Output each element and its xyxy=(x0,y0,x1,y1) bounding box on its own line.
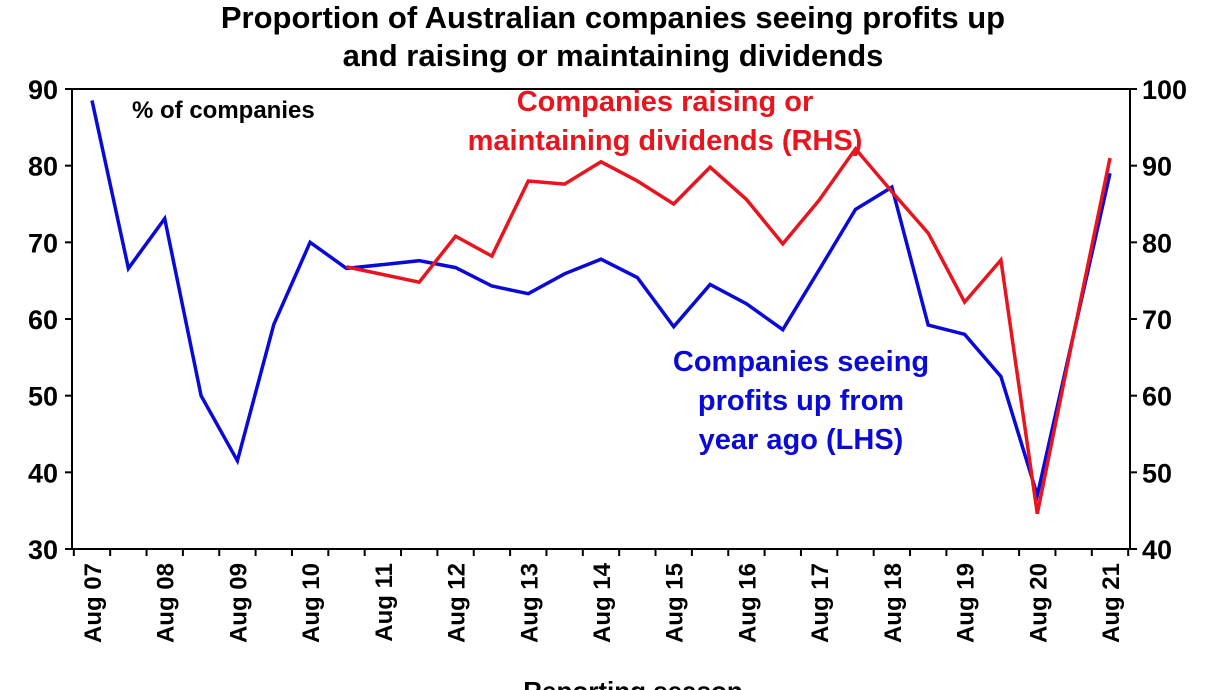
profits-up-series-line xyxy=(92,101,1110,496)
right-tick-label: 50 xyxy=(1142,458,1172,488)
right-tick-label: 90 xyxy=(1142,152,1172,182)
x-tick-label: Aug 20 xyxy=(1025,563,1052,643)
x-axis-label: Reporting season xyxy=(523,676,743,690)
right-tick-label: 40 xyxy=(1142,535,1172,565)
line-chart: 90807060504030 100908070605040 Aug 07 Aug… xyxy=(0,0,1226,690)
left-tick-label: 80 xyxy=(28,152,58,182)
left-tick-label: 50 xyxy=(28,382,58,412)
x-tick-label: Aug 08 xyxy=(153,563,180,643)
profits-series-label-line-2: profits up from xyxy=(698,385,904,417)
right-tick-label: 60 xyxy=(1142,382,1172,412)
dividends-series-label-line-2: maintaining dividends (RHS) xyxy=(468,125,863,157)
x-tick-label: Aug 11 xyxy=(371,563,398,642)
profits-series-label-line-1: Companies seeing xyxy=(673,346,929,378)
right-tick-label: 80 xyxy=(1142,228,1172,258)
plot-area-frame xyxy=(72,89,1130,549)
x-tick-label: Aug 18 xyxy=(880,563,907,643)
left-tick-label: 60 xyxy=(28,305,58,335)
x-tick-label: Aug 10 xyxy=(298,563,325,643)
x-tick-label: Aug 16 xyxy=(734,563,761,643)
dividends-series-label-line-1: Companies raising or xyxy=(517,86,814,118)
x-tick-label: Aug 13 xyxy=(516,563,543,643)
x-tick-label: Aug 19 xyxy=(953,563,980,643)
x-tick-label: Aug 17 xyxy=(807,563,834,643)
series-lines xyxy=(92,101,1110,514)
right-axis-ticks: 100 90 80 70 60 50 40 xyxy=(1130,75,1187,565)
left-tick-label: 30 xyxy=(28,535,58,565)
x-tick-label: Aug 21 xyxy=(1098,563,1125,643)
x-tick-label: Aug 07 xyxy=(80,563,107,643)
dividends-series-line xyxy=(347,149,1111,514)
left-axis-note: % of companies xyxy=(132,97,315,124)
x-tick-label: Aug 09 xyxy=(225,563,252,643)
left-tick-label: 40 xyxy=(28,458,58,488)
left-tick-label: 70 xyxy=(28,228,58,258)
x-tick-label: Aug 14 xyxy=(589,562,616,643)
right-tick-label: 100 xyxy=(1142,75,1187,105)
x-tick-label: Aug 15 xyxy=(662,563,689,643)
left-axis-ticks: 90 80 70 60 50 40 30 xyxy=(28,75,72,565)
left-tick-label: 90 xyxy=(28,75,58,105)
right-tick-label: 70 xyxy=(1142,305,1172,335)
x-tick-label: Aug 12 xyxy=(444,563,471,643)
x-axis-ticks: Aug 07 Aug 08 Aug 09 Aug 10 Aug 11 Aug 12 Aug … xyxy=(74,549,1128,643)
profits-series-label-line-3: year ago (LHS) xyxy=(699,424,904,456)
